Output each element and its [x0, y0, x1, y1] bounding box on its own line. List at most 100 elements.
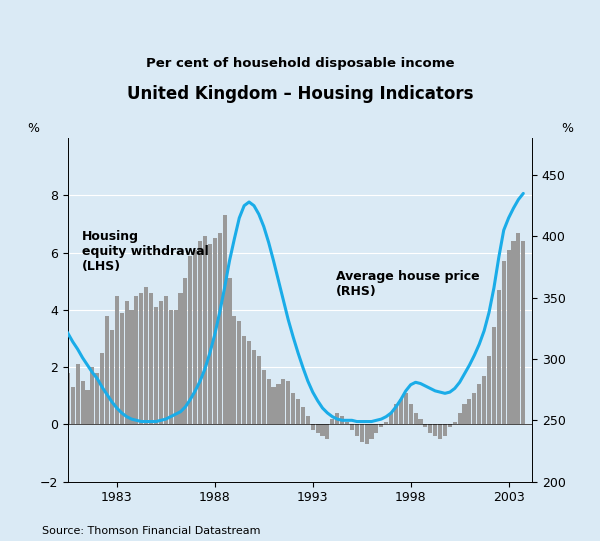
Bar — [345, 421, 349, 424]
Bar — [521, 241, 526, 424]
Bar — [502, 261, 506, 424]
Bar — [257, 356, 261, 424]
Bar — [173, 310, 178, 424]
Bar — [203, 235, 207, 424]
Bar — [389, 413, 393, 424]
Bar — [130, 310, 134, 424]
Bar — [413, 413, 418, 424]
Bar — [159, 301, 163, 424]
Bar — [428, 424, 433, 433]
Bar — [232, 315, 236, 424]
Bar — [247, 341, 251, 424]
Bar — [335, 413, 339, 424]
Bar — [291, 393, 295, 424]
Bar — [497, 290, 501, 424]
Bar — [316, 424, 320, 433]
Bar — [301, 407, 305, 424]
Text: %: % — [561, 122, 573, 135]
Bar — [134, 295, 139, 424]
Bar — [296, 399, 300, 424]
Bar — [506, 250, 511, 424]
Bar — [169, 310, 173, 424]
Bar — [110, 330, 114, 424]
Bar — [433, 424, 437, 436]
Bar — [286, 381, 290, 424]
Bar — [125, 301, 128, 424]
Bar — [262, 370, 266, 424]
Bar — [517, 233, 520, 424]
Bar — [139, 293, 143, 424]
Bar — [458, 413, 462, 424]
Bar — [266, 379, 271, 424]
Text: %: % — [27, 122, 39, 135]
Bar — [306, 416, 310, 424]
Bar — [448, 424, 452, 427]
Bar — [340, 416, 344, 424]
Bar — [443, 424, 447, 436]
Bar — [482, 376, 486, 424]
Bar — [418, 419, 422, 424]
Bar — [311, 424, 315, 430]
Bar — [178, 293, 182, 424]
Bar — [119, 313, 124, 424]
Text: Housing
equity withdrawal
(LHS): Housing equity withdrawal (LHS) — [82, 230, 208, 273]
Text: Average house price
(RHS): Average house price (RHS) — [336, 270, 480, 298]
Bar — [227, 279, 232, 424]
Bar — [144, 287, 148, 424]
Bar — [350, 424, 354, 430]
Bar — [399, 399, 403, 424]
Bar — [154, 307, 158, 424]
Bar — [384, 421, 388, 424]
Bar — [477, 384, 481, 424]
Bar — [359, 424, 364, 441]
Bar — [452, 421, 457, 424]
Bar — [76, 364, 80, 424]
Bar — [95, 373, 100, 424]
Bar — [61, 396, 65, 424]
Bar — [149, 293, 153, 424]
Bar — [56, 416, 60, 424]
Bar — [188, 255, 193, 424]
Bar — [438, 424, 442, 439]
Bar — [463, 404, 467, 424]
Bar — [487, 356, 491, 424]
Bar — [218, 233, 222, 424]
Bar — [330, 419, 334, 424]
Bar — [281, 379, 286, 424]
Bar — [277, 384, 281, 424]
Bar — [252, 350, 256, 424]
Bar — [404, 393, 408, 424]
Bar — [66, 373, 70, 424]
Bar — [365, 424, 368, 445]
Bar — [370, 424, 374, 439]
Bar — [85, 390, 89, 424]
Bar — [511, 241, 515, 424]
Bar — [100, 353, 104, 424]
Bar — [91, 367, 94, 424]
Bar — [208, 244, 212, 424]
Title: United Kingdom – Housing Indicators: United Kingdom – Housing Indicators — [127, 85, 473, 103]
Bar — [467, 399, 472, 424]
Text: Per cent of household disposable income: Per cent of household disposable income — [146, 57, 454, 70]
Bar — [80, 381, 85, 424]
Bar — [379, 424, 383, 427]
Bar — [164, 295, 168, 424]
Text: Source: Thomson Financial Datastream: Source: Thomson Financial Datastream — [42, 526, 260, 536]
Bar — [320, 424, 325, 436]
Bar — [271, 387, 275, 424]
Bar — [492, 327, 496, 424]
Bar — [237, 321, 241, 424]
Bar — [424, 424, 427, 427]
Bar — [213, 239, 217, 424]
Bar — [105, 315, 109, 424]
Bar — [193, 250, 197, 424]
Bar — [325, 424, 329, 439]
Bar — [71, 387, 75, 424]
Bar — [223, 215, 227, 424]
Bar — [374, 424, 379, 433]
Bar — [242, 335, 246, 424]
Bar — [184, 279, 187, 424]
Bar — [394, 404, 398, 424]
Bar — [409, 404, 413, 424]
Bar — [472, 393, 476, 424]
